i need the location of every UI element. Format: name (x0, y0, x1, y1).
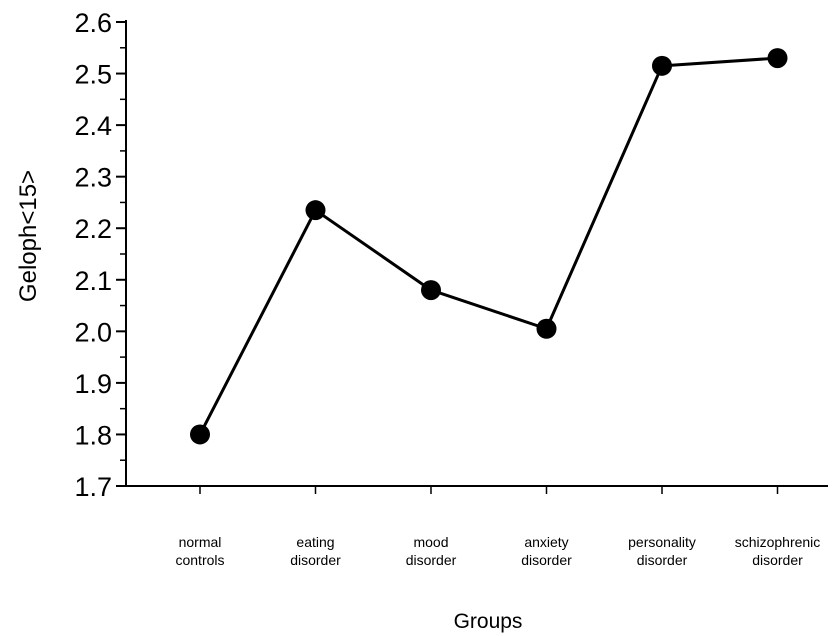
series (190, 48, 788, 445)
x-axis-title: Groups (454, 610, 523, 633)
y-tick-label: 2.1 (74, 266, 112, 296)
y-tick-label: 2.5 (74, 60, 112, 90)
y-axis-title: Geloph<15> (15, 170, 42, 302)
data-point (767, 48, 788, 69)
data-point (421, 280, 441, 301)
y-tick-label: 1.7 (74, 472, 112, 502)
data-point (652, 55, 672, 76)
x-tick-label: anxiety disorder (521, 534, 572, 568)
x-tick-label: mood disorder (406, 534, 457, 568)
data-point (305, 200, 326, 221)
x-axis: normal controls eating disorder mood disorder… (126, 485, 828, 568)
x-tick-label: normal controls (175, 534, 224, 568)
y-tick-label: 2.3 (74, 163, 112, 193)
y-tick-label: 1.8 (74, 420, 112, 450)
series-line (198, 56, 778, 436)
y-tick-label: 2.4 (74, 111, 112, 141)
y-tick-label: 1.9 (74, 369, 112, 399)
data-point (190, 424, 210, 445)
y-tick-label: 2.2 (74, 214, 112, 244)
x-tick-label: schizophrenic disorder (735, 534, 821, 568)
x-tick-label: eating disorder (290, 534, 341, 568)
y-axis: 1.7 1.8 1.9 2.0 2.1 2.2 2.3 2.4 2.5 2.6 (74, 8, 127, 502)
y-tick-label: 2.6 (74, 8, 112, 38)
x-tick-label: personality disorder (628, 534, 696, 568)
y-tick-label: 2.0 (74, 317, 112, 347)
data-point (536, 318, 557, 339)
